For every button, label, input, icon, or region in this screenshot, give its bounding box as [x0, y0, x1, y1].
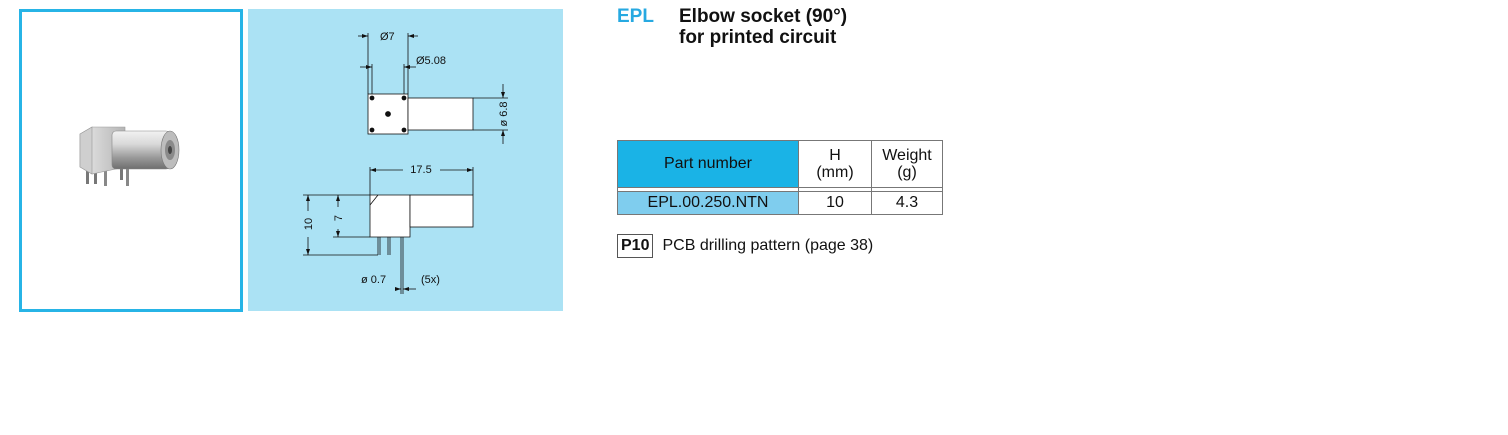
title-line-2: for printed circuit — [679, 27, 837, 48]
product-title: Elbow socket (90°) for printed circuit — [679, 6, 847, 48]
elbow-socket-photo — [79, 126, 180, 186]
cell-weight: 4.3 — [871, 191, 943, 215]
note-text: PCB drilling pattern (page 38) — [662, 237, 874, 254]
header-h: H (mm) — [798, 140, 872, 188]
dim-pin-diameter: ø 0.7 — [361, 274, 386, 286]
drilling-pattern-note: P10 PCB drilling pattern (page 38) — [617, 234, 873, 258]
dim-body-diameter: ø 6.8 — [498, 101, 510, 126]
parts-table: Part number H (mm) Weight (g) EPL.00.250… — [617, 140, 943, 215]
header-weight-label: Weight — [882, 147, 932, 164]
dimension-drawing: Ø7 Ø5.08 ø 6.8 17.5 10 7 ø 0.7 (5x) — [303, 31, 510, 294]
cell-h: 10 — [798, 191, 872, 215]
product-photo-frame — [19, 9, 243, 312]
dim-pin-count: (5x) — [421, 274, 440, 286]
dim-body-height: 7 — [333, 215, 345, 221]
header-h-unit: (mm) — [816, 164, 854, 181]
table-row: EPL.00.250.NTN 10 4.3 — [617, 191, 943, 215]
dim-outer-diameter: Ø7 — [380, 31, 395, 43]
header-h-label: H — [829, 147, 841, 164]
header-weight: Weight (g) — [871, 140, 943, 188]
dim-inner-diameter: Ø5.08 — [416, 55, 446, 67]
product-code: EPL — [617, 6, 654, 27]
header-weight-unit: (g) — [897, 164, 917, 181]
dim-length: 17.5 — [410, 164, 431, 176]
technical-drawing: Ø7 Ø5.08 ø 6.8 17.5 10 7 ø 0.7 (5x) — [248, 9, 563, 311]
title-line-1: Elbow socket (90°) — [679, 6, 848, 27]
dim-total-height: 10 — [303, 218, 315, 230]
note-code-badge: P10 — [617, 234, 654, 258]
table-header-row: Part number H (mm) Weight (g) — [617, 140, 943, 188]
cell-part-number: EPL.00.250.NTN — [617, 191, 799, 215]
header-part-number: Part number — [617, 140, 799, 188]
